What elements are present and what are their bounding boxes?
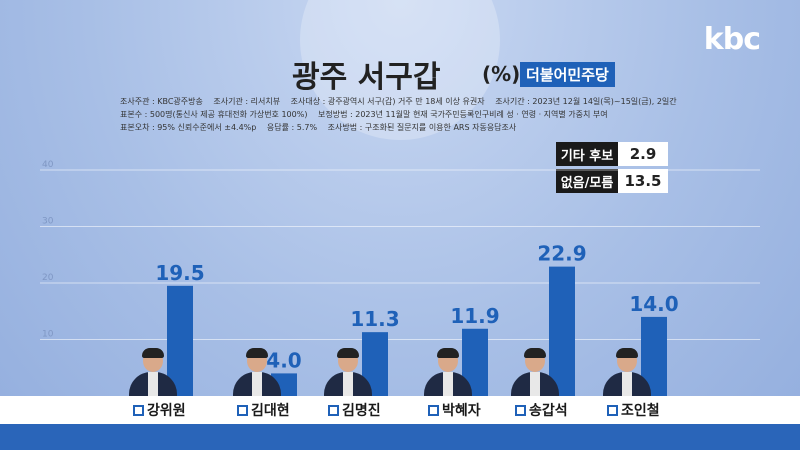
candidate-marker-icon [515,404,526,416]
candidate-photo [601,348,653,396]
side-item-value: 13.5 [618,169,668,193]
brand-logo: kbc [703,22,761,57]
survey-agency: 조사기관 : 리서치뷰 [213,97,281,106]
candidate-marker-icon [133,404,144,416]
chart-title: 광주 서구갑 [292,60,441,95]
side-item-label: 없음/모름 [556,169,618,193]
candidate-marker-icon [328,404,339,416]
bar-value-label: 19.5 [155,261,204,285]
survey-target: 조사대상 : 광주광역시 서구(갑) 거주 만 18세 이상 유권자 [290,97,485,106]
bar-value-label: 11.9 [450,304,499,328]
candidate-photo [322,348,374,396]
party-badge: 더불어민주당 [520,62,615,87]
y-tick-label: 10 [42,330,54,340]
survey-info-line-1: 조사주관 : KBC광주방송 조사기관 : 리서치뷰 조사대상 : 광주광역시 … [120,96,685,107]
side-item-none: 없음/모름 13.5 [556,169,668,193]
candidate-photo [422,348,474,396]
footer-band [0,424,800,450]
survey-sponsor: 조사주관 : KBC광주방송 [120,97,203,106]
candidate-name: 송갑석 [515,399,568,421]
survey-error: 표본오차 : 95% 신뢰수준에서 ±4.4%p [120,123,257,132]
survey-info-line-3: 표본오차 : 95% 신뢰수준에서 ±4.4%p 응답률 : 5.7% 조사방법… [120,122,524,133]
side-item-label: 기타 후보 [556,142,618,166]
candidate-name-text: 강위원 [147,403,186,419]
survey-response-rate: 응답률 : 5.7% [266,123,318,132]
y-tick-label: 20 [42,273,54,283]
candidate-name: 김명진 [328,399,381,421]
y-tick-label: 40 [42,160,54,170]
side-item-value: 2.9 [618,142,668,166]
candidate-name-text: 김대현 [251,403,290,419]
candidate-name-text: 조인철 [621,403,660,419]
survey-sample: 표본수 : 500명(통신사 제공 휴대전화 가상번호 100%) [120,110,308,119]
candidate-marker-icon [237,404,248,416]
bar [167,285,193,396]
candidate-name-text: 김명진 [342,403,381,419]
bar-value-label: 14.0 [629,292,678,316]
bar [549,266,575,396]
candidate-name: 강위원 [133,399,186,421]
candidate-name-text: 박혜자 [442,403,481,419]
survey-method: 조사방법 : 구조화된 질문지를 이용한 ARS 자동응답조사 [327,123,517,132]
survey-period: 조사기간 : 2023년 12월 14일(목)~15일(금), 2일간 [495,97,677,106]
survey-info-line-2: 표본수 : 500명(통신사 제공 휴대전화 가상번호 100%) 보정방법 :… [120,109,616,120]
candidate-name: 박혜자 [428,399,481,421]
side-item-other: 기타 후보 2.9 [556,142,668,166]
candidate-photo [231,348,283,396]
candidate-photo [509,348,561,396]
bar-value-label: 22.9 [537,242,586,266]
survey-weighting: 보정방법 : 2023년 11월말 현재 국가주민등록인구비례 성 · 연령 ·… [318,110,608,119]
candidate-photo [127,348,179,396]
candidate-name: 조인철 [607,399,660,421]
bar-value-label: 11.3 [350,307,399,331]
candidate-marker-icon [607,404,618,416]
bar-value-label: 4.0 [266,348,301,372]
name-strip [0,396,800,424]
candidate-name-text: 송갑석 [529,403,568,419]
y-tick-label: 30 [42,217,54,227]
unit-label: (%) [482,62,521,86]
candidate-name: 김대현 [237,399,290,421]
candidate-marker-icon [428,404,439,416]
